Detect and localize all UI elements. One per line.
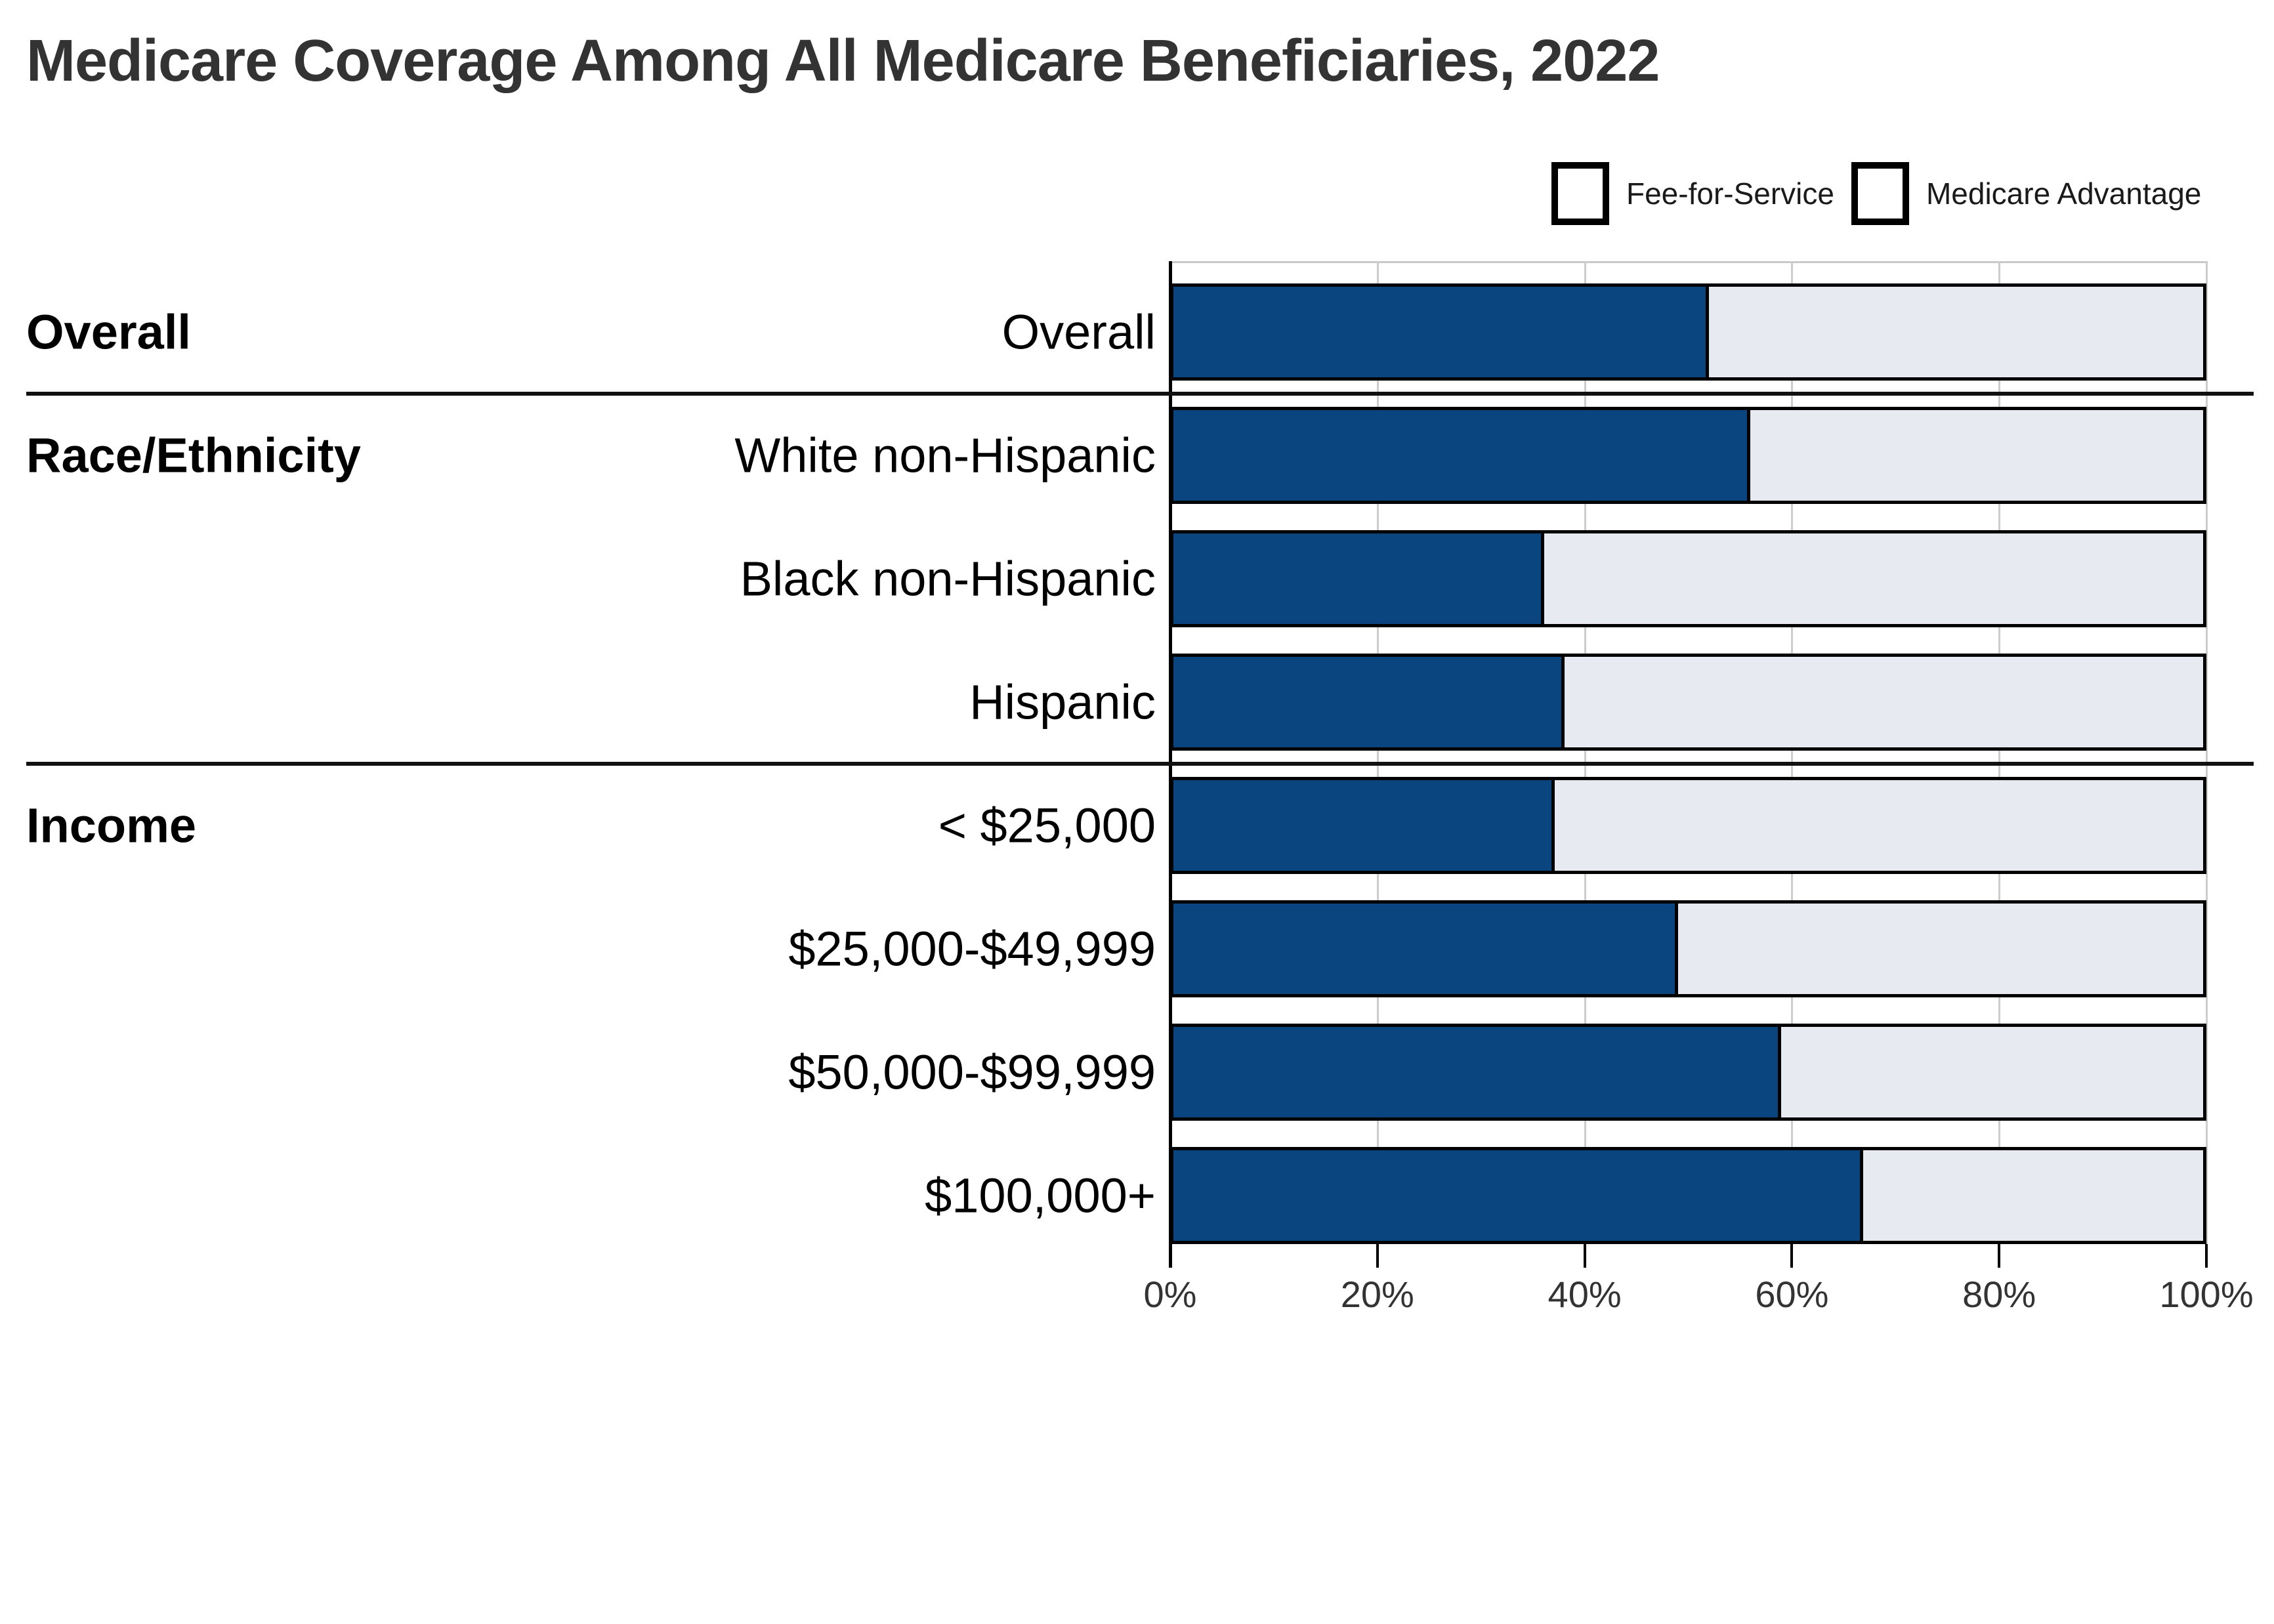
section-header-income: Income bbox=[26, 798, 197, 853]
legend-label-fee-for-service: Fee-for-Service bbox=[1626, 176, 1834, 211]
bar-segment-medicare-advantage bbox=[1677, 904, 2203, 994]
row-label: < $25,000 bbox=[938, 798, 1156, 853]
legend-label-medicare-advantage: Medicare Advantage bbox=[1926, 176, 2202, 211]
x-axis-tick-60 bbox=[1790, 1244, 1794, 1268]
section-header-race-ethnicity: Race/Ethnicity bbox=[26, 428, 361, 483]
section-header-overall: Overall bbox=[26, 304, 191, 360]
row-label: $25,000-$49,999 bbox=[788, 921, 1156, 976]
bar-row bbox=[1170, 1024, 2206, 1121]
bar-segment-medicare-advantage bbox=[1544, 533, 2203, 624]
gridline-40 bbox=[1584, 261, 1586, 1244]
legend-swatch-fee-for-service bbox=[1551, 161, 1609, 225]
bar-row bbox=[1170, 900, 2206, 997]
x-axis-tick-100 bbox=[2205, 1244, 2208, 1268]
bar-row bbox=[1170, 654, 2206, 751]
bar-segment-medicare-advantage bbox=[1554, 780, 2203, 871]
row-label: $100,000+ bbox=[925, 1168, 1156, 1223]
gridline-100 bbox=[2206, 261, 2208, 1244]
bar-row bbox=[1170, 530, 2206, 627]
x-tick-label: 80% bbox=[1962, 1274, 2036, 1315]
bar-segment-medicare-advantage bbox=[1708, 287, 2203, 377]
bar-segment-medicare-advantage bbox=[1750, 410, 2203, 501]
gridline-20 bbox=[1376, 261, 1379, 1244]
x-tick-label: 100% bbox=[2159, 1274, 2254, 1315]
bar-segment-fee-for-service bbox=[1173, 657, 1565, 747]
x-tick-label: 60% bbox=[1755, 1274, 1829, 1315]
row-label: $50,000-$99,999 bbox=[788, 1045, 1156, 1100]
bar-row bbox=[1170, 407, 2206, 504]
bar-segment-fee-for-service bbox=[1173, 533, 1544, 624]
gridline-80 bbox=[1998, 261, 2001, 1244]
row-label: Black non-Hispanic bbox=[740, 551, 1156, 606]
bar-segment-fee-for-service bbox=[1173, 780, 1555, 871]
bar-segment-fee-for-service bbox=[1173, 287, 1709, 377]
bar-row bbox=[1170, 1147, 2206, 1244]
bar-segment-medicare-advantage bbox=[1863, 1150, 2203, 1241]
bar-segment-fee-for-service bbox=[1173, 410, 1750, 501]
legend-swatch-medicare-advantage bbox=[1851, 161, 1909, 225]
plot-top-border bbox=[1170, 261, 2206, 263]
x-tick-label: 20% bbox=[1340, 1274, 1414, 1315]
gridline-60 bbox=[1791, 261, 1794, 1244]
row-label: Overall bbox=[1001, 304, 1156, 360]
x-tick-label: 0% bbox=[1143, 1274, 1197, 1315]
row-label: White non-Hispanic bbox=[734, 428, 1156, 483]
bar-segment-medicare-advantage bbox=[1565, 657, 2203, 747]
x-axis-tick-40 bbox=[1583, 1244, 1586, 1268]
bar-segment-fee-for-service bbox=[1173, 1027, 1781, 1117]
bar-row bbox=[1170, 283, 2206, 381]
x-tick-label: 40% bbox=[1548, 1274, 1622, 1315]
legend: Fee-for-Service Medicare Advantage bbox=[1551, 161, 2201, 225]
bar-segment-fee-for-service bbox=[1173, 904, 1678, 994]
section-divider bbox=[26, 762, 2254, 766]
section-divider bbox=[26, 392, 2254, 396]
bar-segment-medicare-advantage bbox=[1780, 1027, 2203, 1117]
x-axis-tick-80 bbox=[1998, 1244, 2001, 1268]
x-axis-tick-20 bbox=[1376, 1244, 1379, 1268]
bar-row bbox=[1170, 777, 2206, 874]
bar-segment-fee-for-service bbox=[1173, 1150, 1864, 1241]
chart-title: Medicare Coverage Among All Medicare Ben… bbox=[26, 28, 1660, 94]
row-label: Hispanic bbox=[969, 675, 1156, 730]
